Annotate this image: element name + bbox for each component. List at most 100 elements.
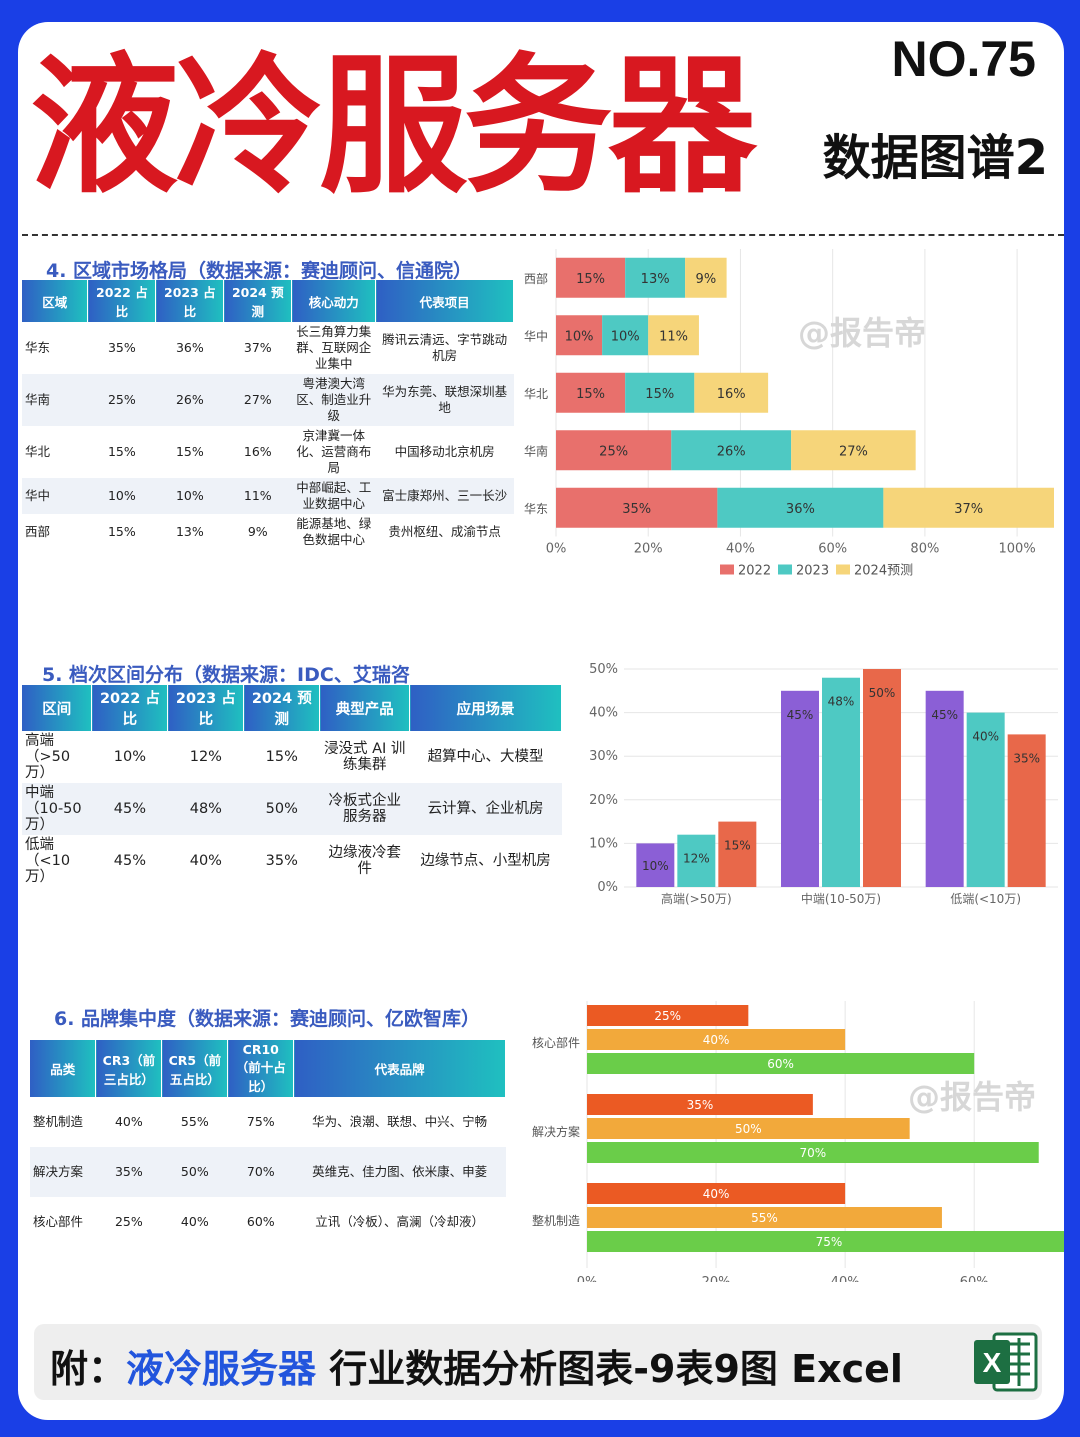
data-label: 40% [703, 1033, 730, 1047]
x-tick-label: 80% [910, 542, 939, 557]
table-row: 华中 10% 10% 11% 中部崛起、工业数据中心 富士康郑州、三一长沙 [22, 478, 514, 514]
table-cell: 华北 [25, 444, 51, 459]
excel-letter: X [983, 1347, 1002, 1378]
y-tick-label: 0% [597, 880, 618, 895]
x-tick-label: 0% [546, 542, 567, 557]
legend-swatch [836, 564, 850, 575]
table-cell: 富士康郑州、三一长沙 [375, 478, 514, 514]
data-label: 15% [576, 387, 605, 402]
table-cell: 25% [87, 374, 156, 426]
x-tick-label: 40% [831, 1275, 860, 1282]
table-cell: 45% [91, 783, 168, 835]
category-label: 华东 [524, 502, 548, 516]
x-tick-label: 100% [999, 542, 1036, 557]
category-label: 中端(10-50万) [801, 891, 881, 906]
bar-segment [556, 487, 718, 528]
bar-segment [671, 430, 792, 471]
table-cell: 13% [175, 524, 204, 539]
table-row: 华南 25% 26% 27% 粤港澳大湾区、制造业升级 华为东莞、联想深圳基地 [22, 374, 514, 426]
table-cell: 低端（<10万） [25, 837, 71, 885]
table-row: 华东 35% 36% 37% 长三角算力集群、互联网企业集中 腾讯云清远、字节跳动机房 [22, 322, 514, 374]
data-label: 25% [654, 1009, 681, 1023]
category-label: 低端(<10万) [950, 892, 1021, 906]
table-cell: 25% [114, 1214, 143, 1229]
data-label: 55% [751, 1211, 778, 1225]
category-label: 高端(>50万) [661, 891, 732, 906]
brand-concentration-chart: 0% 20% 40% 60% 核心部件 25% 40% 60% 解决方案 35% 50% 70% 整机制… [532, 1001, 1064, 1282]
table-cell: 40% [180, 1214, 209, 1229]
table-header: 2023 占比 [167, 685, 245, 731]
table-cell: 9% [247, 524, 268, 539]
table-row: 高端（>50万） 10% 12% 15% 浸没式 AI 训练集群 超算中心、大模型 [22, 731, 562, 783]
table-cell: 35% [107, 340, 136, 355]
table-header: 2022 占比 [87, 280, 157, 322]
table-cell: 10% [87, 478, 156, 514]
x-tick-label: 0% [577, 1275, 598, 1282]
table-cell: 37% [243, 340, 272, 355]
table-cell: 超算中心、大模型 [427, 749, 544, 765]
bar [587, 1053, 975, 1074]
tier-column-chart: 0% 10% 20% 30% 40% 50% 10% 12% 15% 高端(>50万) 45% 48%… [589, 662, 1058, 906]
table-cell: 整机制造 [33, 1114, 84, 1129]
table-cell: 26% [155, 374, 224, 426]
table-cell: 12% [189, 749, 222, 765]
column-bar [925, 690, 964, 887]
x-tick-label: 60% [960, 1275, 989, 1282]
column-bar [1007, 734, 1046, 887]
bar-segment [556, 315, 603, 356]
table-cell: 40% [189, 853, 222, 869]
divider [22, 234, 1064, 236]
table-header: 品类 [30, 1040, 97, 1097]
table-cell: 15% [175, 444, 204, 459]
table-cell: 华南 [22, 374, 88, 426]
table-header: 核心动力 [291, 280, 377, 322]
column-bar [863, 669, 901, 887]
table-header: CR3（前三占比） [95, 1040, 163, 1097]
table-cell: 中部崛起、工业数据中心 [291, 478, 376, 514]
legend-swatch [778, 564, 792, 575]
bar [587, 1118, 910, 1139]
table-cell: 西部 [25, 524, 51, 539]
data-label: 10% [611, 329, 640, 344]
table-cell: 边缘液冷套件 [328, 845, 401, 877]
footer-text: 附：液冷服务器 行业数据分析图表-9表9图 Excel [50, 1338, 903, 1393]
table-cell: 27% [223, 374, 292, 426]
bar-segment [717, 487, 884, 528]
section4-title: 4. 区域市场格局（数据来源：赛迪顾问、信通院） [46, 260, 473, 282]
poster-card: 液冷服务器 NO.75 数据图谱2 4. 区域市场格局（数据来源：赛迪顾问、信通… [18, 22, 1064, 1420]
bar-segment [648, 315, 699, 356]
table-cell: 50% [243, 783, 320, 835]
footer-highlight: 液冷服务器 [126, 1347, 317, 1391]
table-cell: 长三角算力集群、互联网企业集中 [296, 324, 372, 371]
table-cell: 中端（10-50 万） [22, 783, 92, 835]
bar-segment [625, 372, 695, 413]
data-label: 36% [786, 502, 815, 517]
bar-segment [602, 315, 649, 356]
data-label: 37% [954, 502, 983, 517]
column-bar [781, 690, 819, 887]
table-header: 2022 占比 [91, 685, 169, 731]
table-cell: 48% [167, 783, 244, 835]
category-label: 西部 [524, 271, 548, 286]
bar-segment [883, 487, 1054, 528]
main-title: 液冷服务器 [30, 40, 757, 214]
table-cell: 15% [107, 444, 136, 459]
bar [587, 1005, 749, 1026]
table-header: CR10（前十占比） [227, 1040, 295, 1097]
table-cell: 40% [114, 1114, 143, 1129]
table-cell: 35% [265, 853, 298, 869]
table-cell: 70% [227, 1147, 294, 1197]
table-row: 整机制造 40% 55% 75% 华为、浪潮、联想、中兴、宁畅 [30, 1097, 506, 1147]
table-header: 区域 [22, 280, 89, 322]
data-label: 15% [724, 839, 751, 853]
table-header: CR5（前五占比） [161, 1040, 229, 1097]
bar [587, 1231, 1064, 1252]
table-header: 区间 [22, 685, 93, 731]
y-tick-label: 30% [589, 749, 618, 764]
table-cell: 京津冀一体化、运营商布局 [296, 428, 372, 475]
table-row: 核心部件 25% 40% 60% 立讯（冷板）、高澜（冷却液） [30, 1197, 506, 1247]
data-label: 12% [683, 852, 710, 866]
watermark: @报告帝 [798, 314, 927, 352]
table-header: 2023 占比 [155, 280, 225, 322]
table-cell: 核心部件 [33, 1214, 84, 1229]
